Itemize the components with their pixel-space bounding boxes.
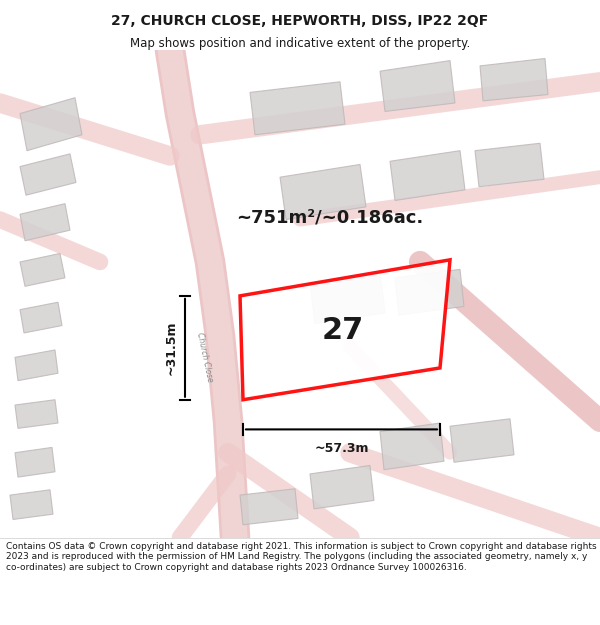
Text: Church Close: Church Close: [196, 332, 215, 383]
Polygon shape: [20, 302, 62, 333]
Polygon shape: [20, 98, 82, 151]
Polygon shape: [15, 448, 55, 477]
Polygon shape: [395, 269, 464, 315]
Polygon shape: [20, 154, 76, 195]
Polygon shape: [15, 400, 58, 428]
Polygon shape: [390, 151, 465, 201]
Polygon shape: [310, 466, 374, 509]
Polygon shape: [240, 489, 298, 525]
Text: Map shows position and indicative extent of the property.: Map shows position and indicative extent…: [130, 38, 470, 51]
Polygon shape: [20, 254, 65, 286]
Text: ~751m²/~0.186ac.: ~751m²/~0.186ac.: [236, 209, 424, 226]
Polygon shape: [280, 164, 366, 219]
Text: Contains OS data © Crown copyright and database right 2021. This information is : Contains OS data © Crown copyright and d…: [6, 542, 596, 572]
Polygon shape: [20, 204, 70, 241]
Polygon shape: [380, 423, 444, 469]
Polygon shape: [450, 419, 514, 462]
Text: ~31.5m: ~31.5m: [164, 321, 178, 375]
Polygon shape: [475, 143, 544, 187]
Polygon shape: [15, 350, 58, 381]
Polygon shape: [240, 260, 450, 400]
Polygon shape: [250, 82, 345, 135]
Text: 27, CHURCH CLOSE, HEPWORTH, DISS, IP22 2QF: 27, CHURCH CLOSE, HEPWORTH, DISS, IP22 2…: [112, 14, 488, 28]
Polygon shape: [480, 59, 548, 101]
Polygon shape: [310, 272, 385, 323]
Text: ~57.3m: ~57.3m: [314, 442, 369, 455]
Text: 27: 27: [322, 316, 364, 346]
Polygon shape: [380, 61, 455, 111]
Polygon shape: [10, 490, 53, 519]
